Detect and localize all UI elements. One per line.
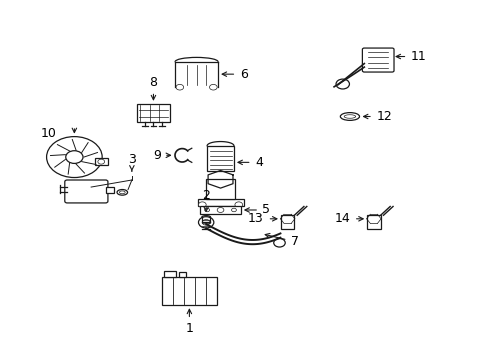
Circle shape <box>198 217 213 228</box>
Circle shape <box>98 159 104 164</box>
Text: 8: 8 <box>149 76 157 89</box>
FancyBboxPatch shape <box>178 272 185 277</box>
Text: 9: 9 <box>152 149 160 162</box>
Ellipse shape <box>344 115 355 118</box>
Ellipse shape <box>202 216 210 219</box>
Text: 3: 3 <box>128 153 136 166</box>
Ellipse shape <box>117 189 127 195</box>
Text: 7: 7 <box>291 235 299 248</box>
FancyBboxPatch shape <box>280 215 294 229</box>
Circle shape <box>209 84 217 90</box>
FancyBboxPatch shape <box>164 271 176 277</box>
Circle shape <box>231 208 236 212</box>
FancyBboxPatch shape <box>200 207 241 213</box>
Text: 11: 11 <box>410 50 426 63</box>
Text: 4: 4 <box>255 156 263 169</box>
Circle shape <box>273 239 285 247</box>
FancyBboxPatch shape <box>162 277 217 305</box>
FancyBboxPatch shape <box>137 104 169 122</box>
Circle shape <box>204 208 209 212</box>
Text: 14: 14 <box>333 212 349 225</box>
Text: 12: 12 <box>376 110 391 123</box>
FancyBboxPatch shape <box>197 199 243 207</box>
Text: 6: 6 <box>239 68 247 81</box>
Circle shape <box>234 202 242 207</box>
FancyBboxPatch shape <box>362 48 393 72</box>
FancyBboxPatch shape <box>94 158 108 165</box>
Circle shape <box>65 151 83 163</box>
Circle shape <box>176 84 183 90</box>
FancyBboxPatch shape <box>207 146 233 171</box>
Circle shape <box>46 136 102 177</box>
Circle shape <box>202 220 209 225</box>
FancyBboxPatch shape <box>105 187 114 193</box>
FancyBboxPatch shape <box>64 180 108 203</box>
FancyBboxPatch shape <box>206 179 234 199</box>
Ellipse shape <box>340 113 359 120</box>
Text: 5: 5 <box>262 203 270 216</box>
Ellipse shape <box>119 191 125 194</box>
Text: 2: 2 <box>202 189 210 202</box>
Text: 1: 1 <box>185 322 193 335</box>
Circle shape <box>335 79 349 89</box>
Circle shape <box>198 202 206 207</box>
Circle shape <box>217 207 224 212</box>
Text: 13: 13 <box>247 212 263 225</box>
Text: 10: 10 <box>40 127 56 140</box>
FancyBboxPatch shape <box>366 215 380 229</box>
